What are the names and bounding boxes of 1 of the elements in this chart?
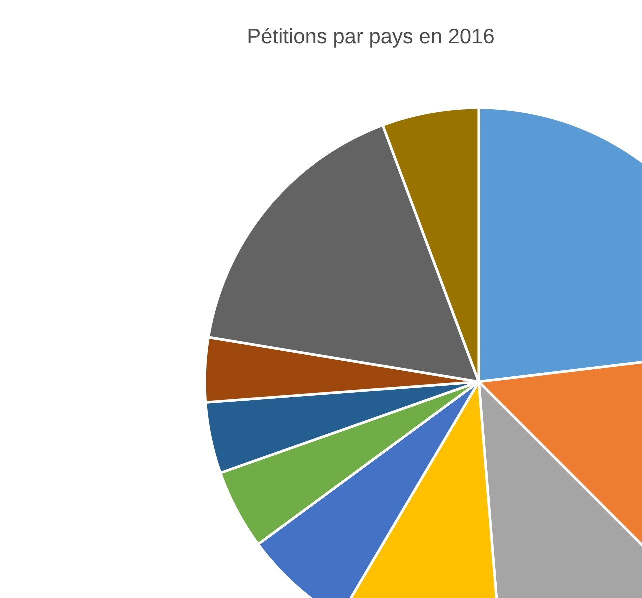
- chart-title: Pétitions par pays en 2016: [248, 28, 494, 48]
